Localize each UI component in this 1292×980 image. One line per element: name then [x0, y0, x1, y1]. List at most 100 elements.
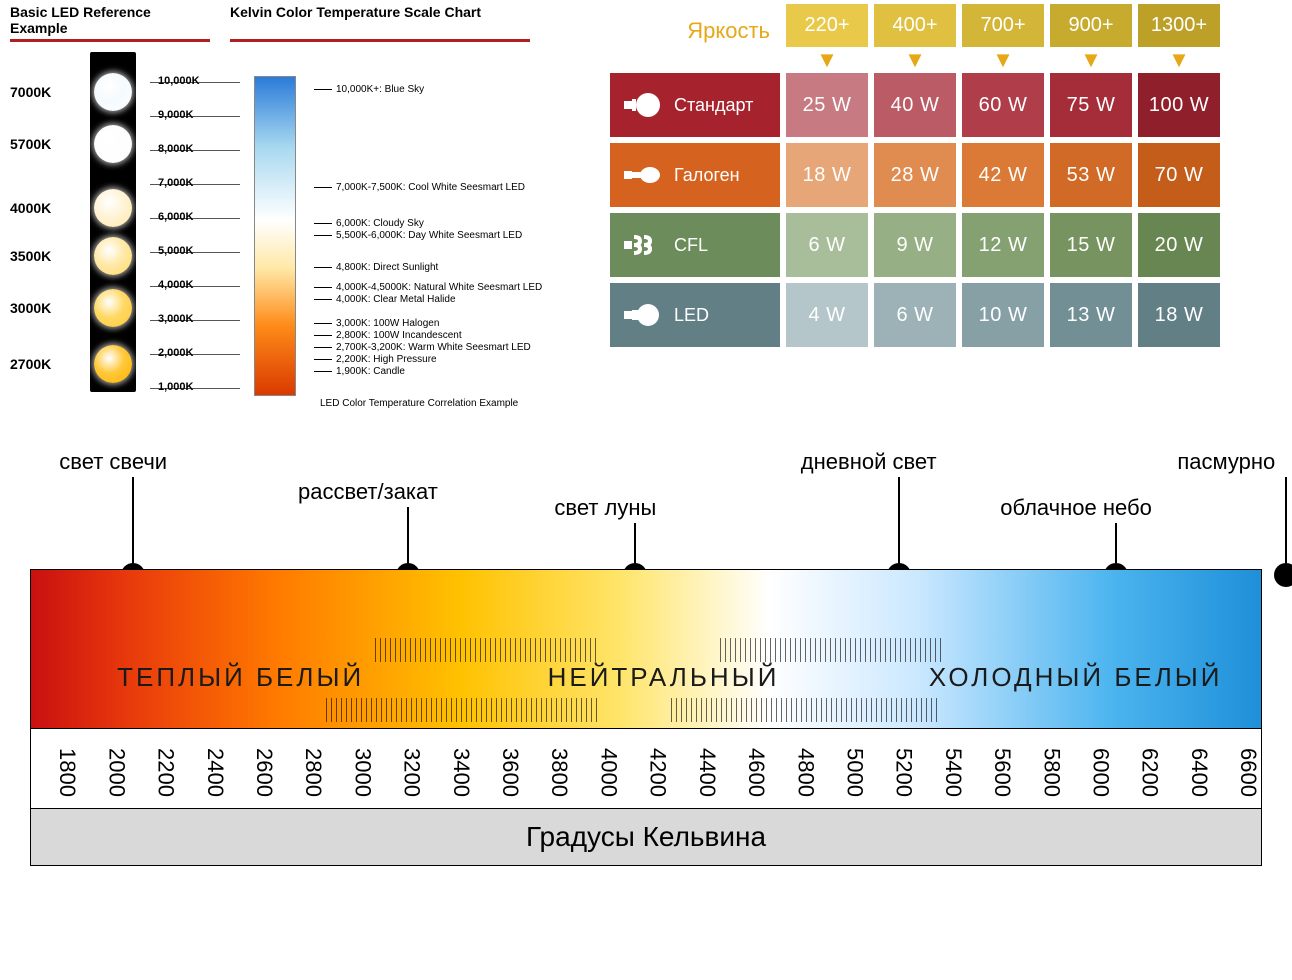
kelvin-scale-tick: 6600: [1212, 729, 1261, 808]
kelvin-scale-tick: 5000: [818, 729, 867, 808]
kelvin-tick: 7,000K: [150, 184, 240, 185]
bulb-label: 2700K: [10, 356, 51, 372]
spectrum-zone-label: ХОЛОДНЫЙ БЕЛЫЙ: [929, 662, 1223, 693]
kelvin-note: 6,000K: Cloudy Sky: [314, 218, 424, 229]
kelvin-note: 1,900K: Candle: [314, 366, 405, 377]
led-reference-panel: Basic LED Reference Example Kelvin Color…: [10, 4, 570, 409]
spectrum-callout: свет луны: [584, 495, 686, 521]
kelvin-scale-tick: 5200: [867, 729, 916, 808]
kelvin-note: 2,200K: High Pressure: [314, 354, 437, 365]
kelvin-scale-tick: 4200: [621, 729, 670, 808]
wattage-cell: 9 W: [874, 213, 956, 277]
hatch-marks: [671, 698, 942, 722]
kelvin-tick: 10,000K: [150, 82, 240, 83]
wattage-cell: 18 W: [786, 143, 868, 207]
kelvin-tick: 6,000K: [150, 218, 240, 219]
hatch-marks: [326, 698, 597, 722]
kelvin-scale-tick: 6400: [1163, 729, 1212, 808]
wattage-cell: 4 W: [786, 283, 868, 347]
bulb-label: 3000K: [10, 300, 51, 316]
kelvin-caption: Градусы Кельвина: [30, 809, 1262, 866]
kelvin-note: 4,000K: Clear Metal Halide: [314, 294, 456, 305]
arrow-down-icon: ▼: [1050, 53, 1132, 67]
hatch-marks: [375, 638, 596, 662]
wattage-cell: 28 W: [874, 143, 956, 207]
kelvin-scale-tick: 3800: [523, 729, 572, 808]
kelvin-note: 5,500K-6,000K: Day White Seesmart LED: [314, 230, 522, 241]
wattage-cell: 60 W: [962, 73, 1044, 137]
kelvin-scale-tick: 2400: [179, 729, 228, 808]
brightness-header: Яркость: [610, 4, 780, 47]
lumen-header: 400+: [874, 4, 956, 47]
kelvin-spectrum-panel: свет свечирассвет/закатсвет луныдневной …: [30, 449, 1262, 866]
kelvin-note: 7,000K-7,500K: Cool White Seesmart LED: [314, 182, 525, 193]
kelvin-tick: 3,000K: [150, 320, 240, 321]
wattage-cell: 13 W: [1050, 283, 1132, 347]
bulb-label: 5700K: [10, 136, 51, 152]
bulb-type-label: Галоген: [610, 143, 780, 207]
kelvin-tick: 2,000K: [150, 354, 240, 355]
bulb-label: 4000K: [10, 200, 51, 216]
kelvin-tick: 8,000K: [150, 150, 240, 151]
kelvin-scale-tick: 5400: [917, 729, 966, 808]
bulb-label: 3500K: [10, 248, 51, 264]
kelvin-scale-tick: 1800: [31, 729, 80, 808]
kelvin-scale-tick: 4800: [769, 729, 818, 808]
spectrum-callout: свет свечи: [79, 449, 187, 475]
wattage-cell: 53 W: [1050, 143, 1132, 207]
kelvin-tick: 9,000K: [150, 116, 240, 117]
wattage-cell: 18 W: [1138, 283, 1220, 347]
kelvin-notes: 10,000K+: Blue Sky 7,000K-7,500K: Cool Wh…: [314, 52, 534, 392]
hatch-marks: [720, 638, 941, 662]
wattage-cell: 25 W: [786, 73, 868, 137]
wattage-cell: 100 W: [1138, 73, 1220, 137]
left-title-1: Basic LED Reference Example: [10, 4, 210, 42]
bulb-icon: [94, 345, 132, 383]
wattage-cell: 40 W: [874, 73, 956, 137]
kelvin-scale-tick: 5800: [1015, 729, 1064, 808]
wattage-cell: 75 W: [1050, 73, 1132, 137]
kelvin-scale-tick: 2200: [129, 729, 178, 808]
left-title-2: Kelvin Color Temperature Scale Chart: [230, 4, 530, 42]
kelvin-scale-tick: 3400: [425, 729, 474, 808]
kelvin-tick-column: 10,000K9,000K8,000K7,000K6,000K5,000K4,0…: [150, 52, 240, 392]
bulb-icon: [94, 125, 132, 163]
kelvin-tick-row: 1800200022002400260028003000320034003600…: [30, 729, 1262, 809]
kelvin-scale-tick: 3000: [326, 729, 375, 808]
spectrum-zone-label: ТЕПЛЫЙ БЕЛЫЙ: [117, 662, 364, 693]
spectrum-callout: пасмурно: [1237, 449, 1292, 475]
kelvin-note: 3,000K: 100W Halogen: [314, 318, 439, 329]
lumen-header: 900+: [1050, 4, 1132, 47]
kelvin-scale-tick: 6000: [1064, 729, 1113, 808]
arrow-down-icon: ▼: [874, 53, 956, 67]
kelvin-scale-tick: 2600: [228, 729, 277, 808]
wattage-cell: 12 W: [962, 213, 1044, 277]
bulb-type-label: Стандарт: [610, 73, 780, 137]
kelvin-scale-tick: 4000: [572, 729, 621, 808]
wattage-cell: 15 W: [1050, 213, 1132, 277]
kelvin-tick: 5,000K: [150, 252, 240, 253]
kelvin-scale-tick: 6200: [1113, 729, 1162, 808]
bulb-kelvin-labels: 7000K5700K4000K3500K3000K2700K: [10, 52, 80, 392]
kelvin-tick: 1,000K: [150, 388, 240, 389]
spectrum-bar: ТЕПЛЫЙ БЕЛЫЙНЕЙТРАЛЬНЫЙХОЛОДНЫЙ БЕЛЫЙ: [30, 569, 1262, 729]
bulb-type-label: CFL: [610, 213, 780, 277]
lumen-header: 220+: [786, 4, 868, 47]
led-strip: [90, 52, 136, 392]
left-footer-note: LED Color Temperature Correlation Exampl…: [320, 398, 570, 409]
kelvin-note: 10,000K+: Blue Sky: [314, 84, 424, 95]
wattage-cell: 6 W: [874, 283, 956, 347]
bulb-icon: [94, 237, 132, 275]
kelvin-scale-tick: 2000: [80, 729, 129, 808]
lumen-header: 1300+: [1138, 4, 1220, 47]
bulb-icon: [94, 189, 132, 227]
kelvin-note: 2,800K: 100W Incandescent: [314, 330, 462, 341]
bulb-icon: [94, 73, 132, 111]
spectrum-callout: облачное небо: [1040, 495, 1192, 521]
kelvin-scale-tick: 3600: [474, 729, 523, 808]
arrow-down-icon: ▼: [1138, 53, 1220, 67]
arrow-down-icon: ▼: [786, 53, 868, 67]
kelvin-scale-tick: 2800: [277, 729, 326, 808]
kelvin-gradient-bar: [254, 76, 296, 396]
wattage-cell: 20 W: [1138, 213, 1220, 277]
